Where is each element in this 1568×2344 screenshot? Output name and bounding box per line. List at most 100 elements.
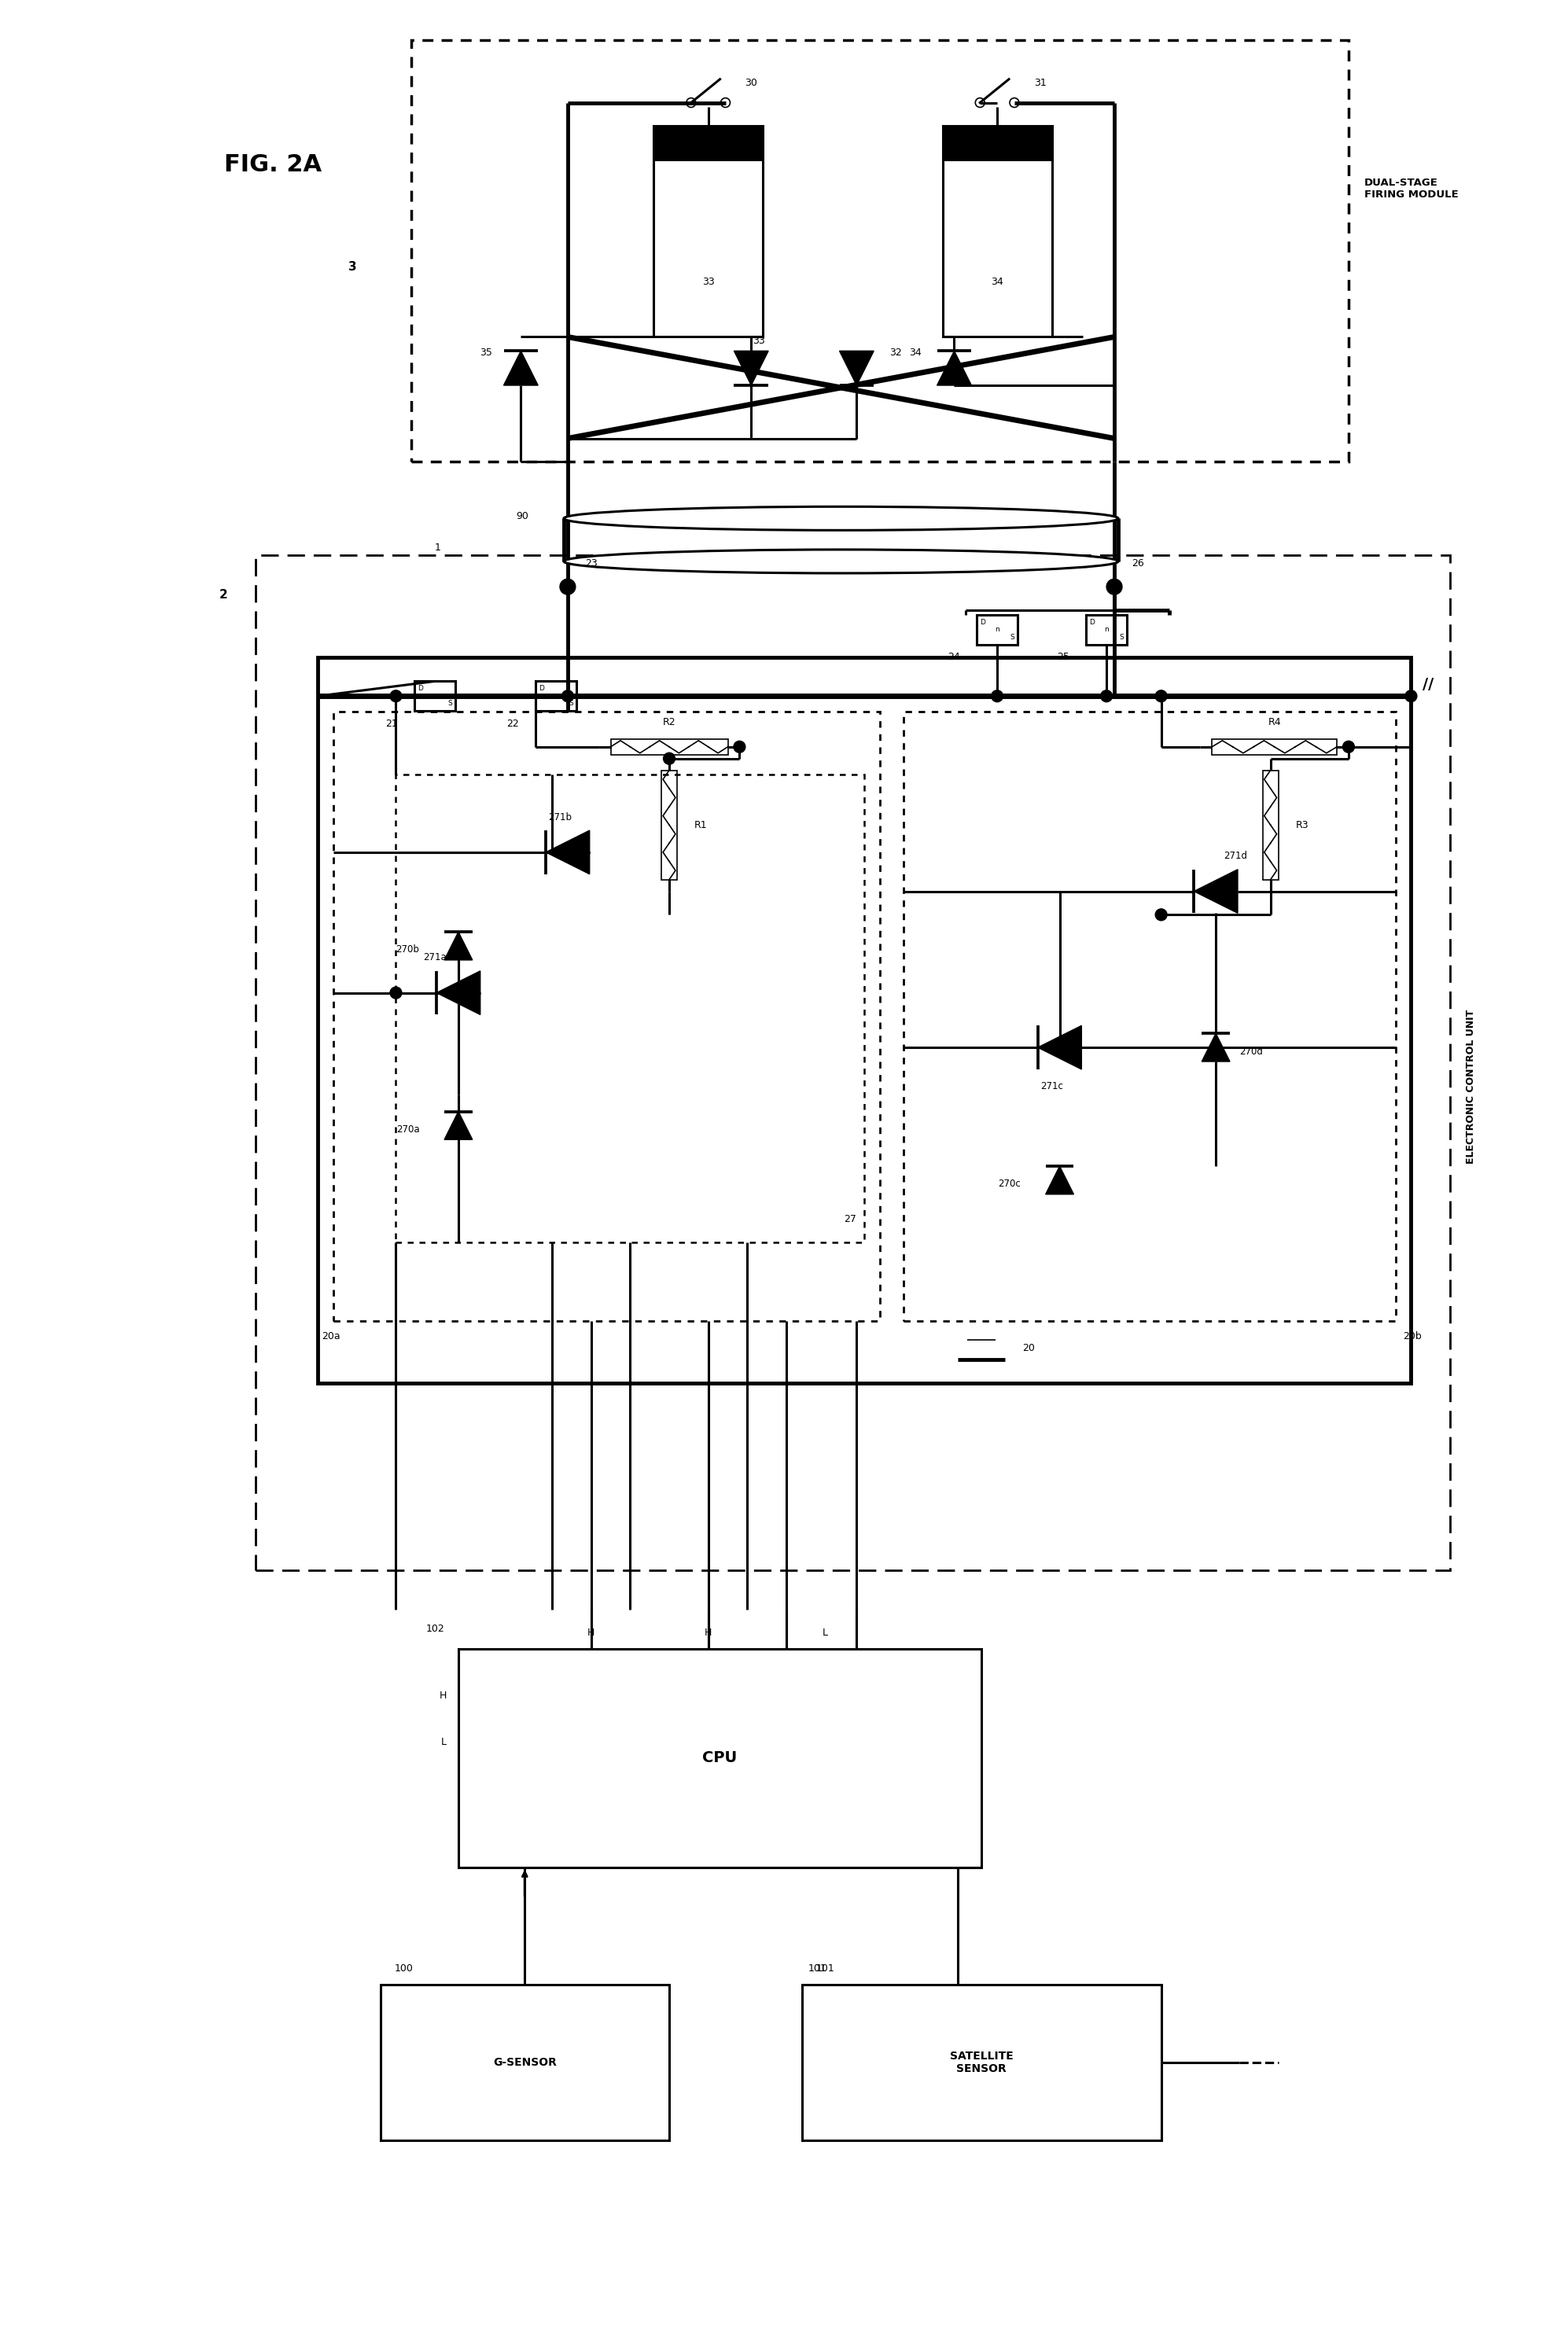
Text: 1: 1 xyxy=(434,541,441,553)
Text: 25: 25 xyxy=(1057,652,1069,661)
Polygon shape xyxy=(1046,1167,1074,1193)
Circle shape xyxy=(1342,741,1355,752)
Text: 271a: 271a xyxy=(423,952,447,963)
Text: 270b: 270b xyxy=(395,945,419,954)
Text: 26: 26 xyxy=(1132,558,1145,570)
Bar xyxy=(536,682,577,710)
Text: H: H xyxy=(439,1690,447,1702)
Text: H: H xyxy=(704,1629,712,1638)
Text: 35: 35 xyxy=(480,347,492,359)
Bar xyxy=(256,556,1450,1570)
Text: 101: 101 xyxy=(808,1964,826,1974)
Bar xyxy=(942,127,1052,338)
Circle shape xyxy=(1101,689,1112,701)
Bar xyxy=(903,713,1396,1320)
Bar xyxy=(801,1985,1162,2140)
Bar xyxy=(610,738,728,755)
Text: D: D xyxy=(1088,619,1094,626)
Bar xyxy=(334,713,880,1320)
Text: S: S xyxy=(1010,633,1014,640)
Bar xyxy=(1087,614,1127,645)
Text: FIG. 2A: FIG. 2A xyxy=(224,155,321,176)
Bar xyxy=(414,682,455,710)
Text: G-SENSOR: G-SENSOR xyxy=(492,2058,557,2067)
Polygon shape xyxy=(444,1111,472,1139)
Circle shape xyxy=(560,579,575,595)
Text: 20b: 20b xyxy=(1403,1331,1422,1341)
Circle shape xyxy=(734,741,745,752)
Circle shape xyxy=(561,689,574,701)
Bar xyxy=(411,40,1348,462)
Ellipse shape xyxy=(564,548,1118,574)
Polygon shape xyxy=(503,352,538,384)
Bar xyxy=(1212,738,1338,755)
Bar xyxy=(458,1648,982,1868)
Bar xyxy=(654,127,764,162)
Text: 90: 90 xyxy=(516,511,528,523)
Text: 34: 34 xyxy=(991,277,1004,288)
Text: //: // xyxy=(1422,677,1435,691)
Bar xyxy=(1262,771,1278,879)
Text: n: n xyxy=(996,626,999,633)
Circle shape xyxy=(1156,689,1167,701)
Bar xyxy=(942,127,1052,162)
Text: 270c: 270c xyxy=(997,1179,1021,1188)
Text: D: D xyxy=(538,684,544,691)
Polygon shape xyxy=(734,352,768,384)
Text: 3: 3 xyxy=(348,260,358,272)
Text: 271b: 271b xyxy=(549,811,572,823)
Bar xyxy=(654,127,764,338)
Circle shape xyxy=(663,752,676,764)
Text: n: n xyxy=(433,691,437,699)
Text: 23: 23 xyxy=(585,558,597,570)
Text: D: D xyxy=(980,619,985,626)
Circle shape xyxy=(991,689,1004,701)
Text: H: H xyxy=(588,1629,594,1638)
Polygon shape xyxy=(444,933,472,961)
Text: 2: 2 xyxy=(220,588,227,600)
Polygon shape xyxy=(938,352,972,384)
Text: S: S xyxy=(569,701,572,708)
Text: DUAL-STAGE
FIRING MODULE: DUAL-STAGE FIRING MODULE xyxy=(1364,178,1458,199)
Text: 271d: 271d xyxy=(1223,851,1247,860)
Text: SATELLITE
SENSOR: SATELLITE SENSOR xyxy=(950,2051,1013,2074)
Text: 20: 20 xyxy=(1022,1343,1035,1352)
Text: 271c: 271c xyxy=(1041,1081,1063,1092)
Text: 21: 21 xyxy=(386,717,398,729)
Text: CPU: CPU xyxy=(702,1751,737,1765)
Text: L: L xyxy=(823,1629,828,1638)
Polygon shape xyxy=(839,352,873,384)
Text: 24: 24 xyxy=(949,652,961,661)
Bar xyxy=(662,771,677,879)
Text: n: n xyxy=(1104,626,1109,633)
Text: 102: 102 xyxy=(425,1624,444,1634)
Text: R2: R2 xyxy=(663,717,676,727)
Text: 27: 27 xyxy=(844,1214,856,1224)
Polygon shape xyxy=(1193,870,1237,914)
Text: 31: 31 xyxy=(1033,77,1046,89)
Polygon shape xyxy=(546,830,590,874)
Text: 22: 22 xyxy=(506,717,519,729)
Bar xyxy=(318,656,1411,1383)
Text: D: D xyxy=(417,684,423,691)
Circle shape xyxy=(1107,579,1123,595)
Polygon shape xyxy=(1038,1027,1082,1069)
Polygon shape xyxy=(436,970,480,1015)
Circle shape xyxy=(390,987,401,999)
Text: 101: 101 xyxy=(815,1964,834,1974)
Circle shape xyxy=(1156,909,1167,921)
Text: 32: 32 xyxy=(889,347,902,359)
Text: R4: R4 xyxy=(1269,717,1281,727)
Text: 33: 33 xyxy=(753,335,765,347)
Text: S: S xyxy=(447,701,452,708)
Text: L: L xyxy=(441,1737,447,1749)
Polygon shape xyxy=(1201,1034,1229,1062)
Circle shape xyxy=(390,689,401,701)
Bar xyxy=(977,614,1018,645)
Text: 270a: 270a xyxy=(397,1125,419,1134)
Bar xyxy=(395,774,864,1242)
Text: R3: R3 xyxy=(1295,820,1309,830)
Text: 100: 100 xyxy=(394,1964,412,1974)
Text: ELECTRONIC CONTROL UNIT: ELECTRONIC CONTROL UNIT xyxy=(1466,1010,1475,1163)
Bar xyxy=(381,1985,670,2140)
